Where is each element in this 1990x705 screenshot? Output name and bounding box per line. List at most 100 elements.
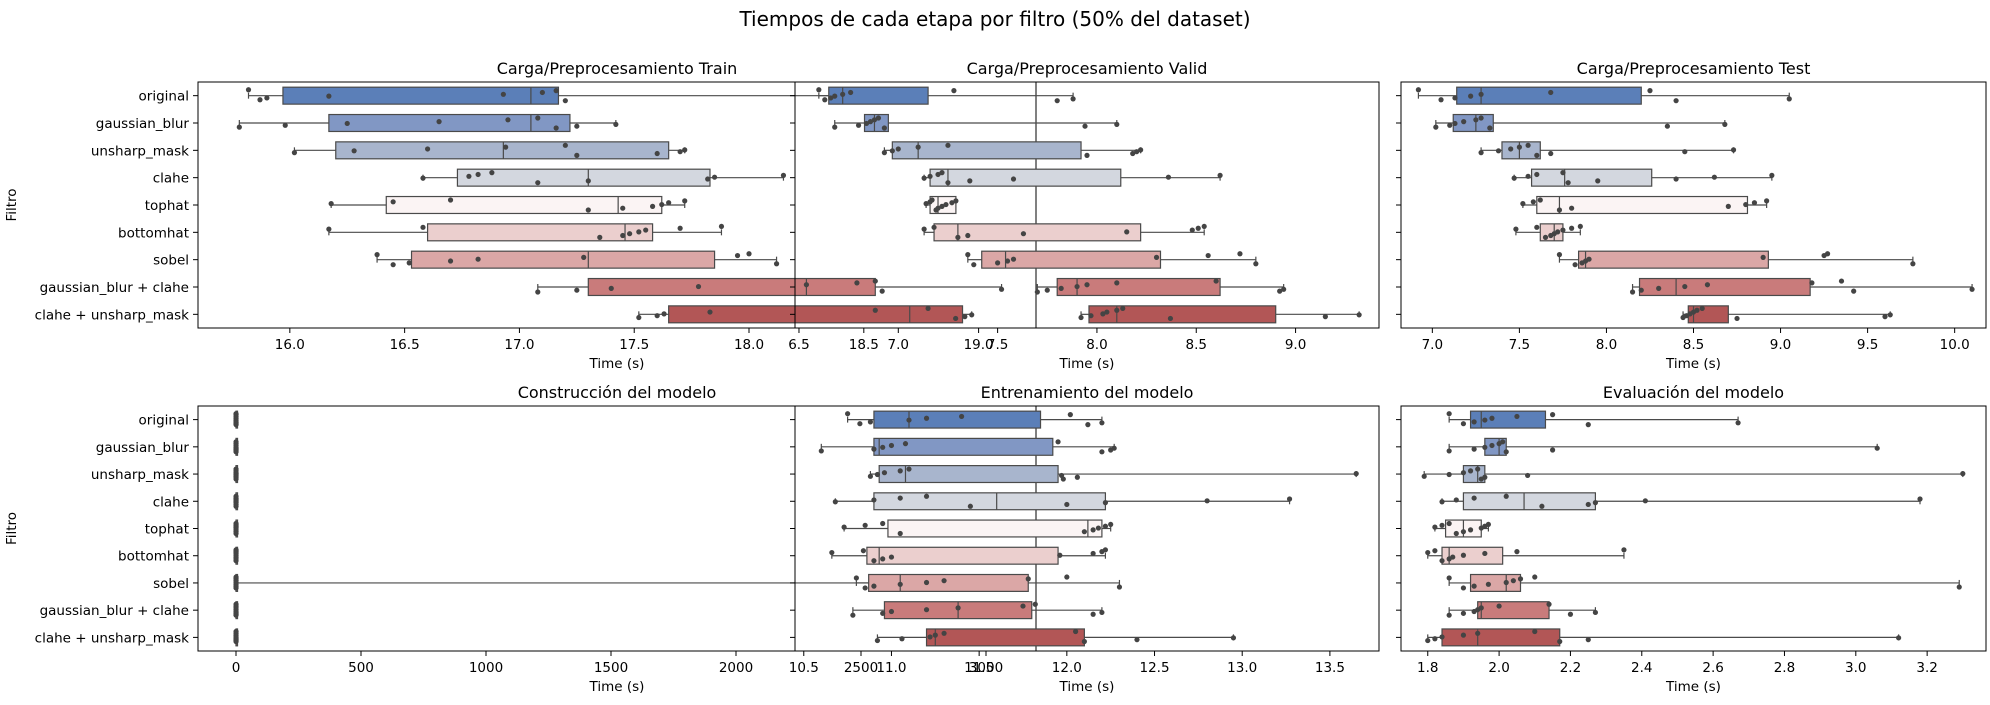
data-point <box>1446 411 1452 417</box>
data-point <box>1471 446 1477 452</box>
box-tophat <box>1520 195 1770 215</box>
box-gaussian-blur-clahe <box>1629 277 1975 297</box>
x-axis-label: Time (s) <box>589 679 645 695</box>
data-point <box>923 201 929 207</box>
y-tick-label: gaussian_blur + clahe <box>40 603 189 619</box>
data-point <box>1104 309 1110 315</box>
data-point <box>1532 628 1538 635</box>
data-point <box>608 285 614 291</box>
box-clahe-unsharp-mask <box>1680 305 1893 324</box>
data-point <box>1281 286 1287 292</box>
data-point <box>1090 611 1096 617</box>
data-point <box>1546 601 1552 607</box>
data-point <box>881 150 887 156</box>
data-point <box>1439 634 1445 640</box>
data-point <box>1910 261 1916 267</box>
data-point <box>897 468 903 474</box>
data-point <box>1743 201 1749 208</box>
data-point <box>1585 637 1591 643</box>
data-point <box>1446 471 1452 478</box>
data-point <box>1548 150 1554 157</box>
x-tick-label: 7.0 <box>1422 337 1443 353</box>
box-body <box>933 223 1142 242</box>
box-body <box>1638 277 1811 297</box>
box-body <box>828 86 929 105</box>
x-tick-label: 12.5 <box>1139 660 1169 676</box>
data-point <box>1704 282 1711 288</box>
x-tick-label: 6.5 <box>788 337 809 353</box>
x-tick-label: 0 <box>232 660 241 676</box>
data-point <box>1286 496 1293 502</box>
data-point <box>921 175 927 181</box>
data-point <box>881 470 888 476</box>
data-point <box>1439 522 1445 528</box>
x-tick-label: 1500 <box>594 660 628 676</box>
data-point <box>574 123 580 129</box>
x-tick-label: 18.0 <box>734 337 764 353</box>
data-point <box>1460 421 1467 427</box>
box-sobel <box>853 573 1123 592</box>
subplot-2: Carga/Preprocesamiento Valid 6.5 7.0 7.5 8.0… <box>788 59 1380 372</box>
data-point <box>1485 581 1491 587</box>
data-point <box>828 95 834 101</box>
data-point <box>233 635 239 641</box>
x-axis-label: Time (s) <box>1665 356 1721 372</box>
x-tick-label: 16.0 <box>275 337 305 353</box>
data-point <box>1058 285 1064 291</box>
box-original <box>845 410 1105 429</box>
data-point <box>1585 501 1591 508</box>
data-point <box>860 548 866 554</box>
box-body <box>426 223 654 242</box>
data-point <box>282 122 288 128</box>
data-point <box>1025 576 1031 582</box>
x-tick-label: 7.0 <box>888 337 909 353</box>
data-point <box>881 125 887 131</box>
data-point <box>855 122 862 128</box>
data-point <box>829 549 835 556</box>
box-gaussian-blur <box>236 113 619 133</box>
data-point <box>832 93 838 99</box>
data-point <box>1673 98 1679 104</box>
data-point <box>677 149 683 155</box>
data-point <box>874 637 881 644</box>
data-point <box>1447 122 1453 128</box>
data-point <box>420 224 426 230</box>
data-point <box>959 413 965 420</box>
box-body <box>410 250 716 269</box>
data-point <box>854 280 860 286</box>
data-point <box>995 260 1001 266</box>
data-point <box>888 442 895 449</box>
data-point <box>906 417 912 423</box>
x-tick-label: 1.8 <box>1417 660 1438 676</box>
data-point <box>1489 415 1495 421</box>
y-tick-label: gaussian_blur <box>96 440 190 456</box>
data-point <box>257 97 263 103</box>
data-point <box>233 412 239 418</box>
data-point <box>1851 288 1857 294</box>
data-point <box>1461 119 1467 125</box>
data-point <box>871 583 877 589</box>
data-point <box>233 496 239 502</box>
data-point <box>1453 530 1459 537</box>
x-tick-label: 17.0 <box>504 337 534 353</box>
data-point <box>1090 527 1096 533</box>
data-point <box>951 88 957 94</box>
box-clahe <box>1511 168 1775 187</box>
data-point <box>707 309 713 315</box>
y-tick-label: original <box>139 89 189 105</box>
data-point <box>1824 251 1831 257</box>
box-unsharp-mask <box>881 141 1144 160</box>
data-point <box>1508 146 1514 152</box>
data-point <box>1134 149 1140 155</box>
box-body <box>868 573 1029 592</box>
data-point <box>1054 98 1060 104</box>
data-point <box>1734 315 1740 322</box>
data-point <box>871 446 877 452</box>
box-body <box>385 195 663 215</box>
y-tick-label: clahe + unsharp_mask <box>35 630 190 646</box>
box-body <box>1577 250 1769 269</box>
box-body <box>1536 195 1749 215</box>
data-point <box>1694 307 1700 313</box>
data-point <box>1204 498 1210 504</box>
data-point <box>636 314 642 321</box>
